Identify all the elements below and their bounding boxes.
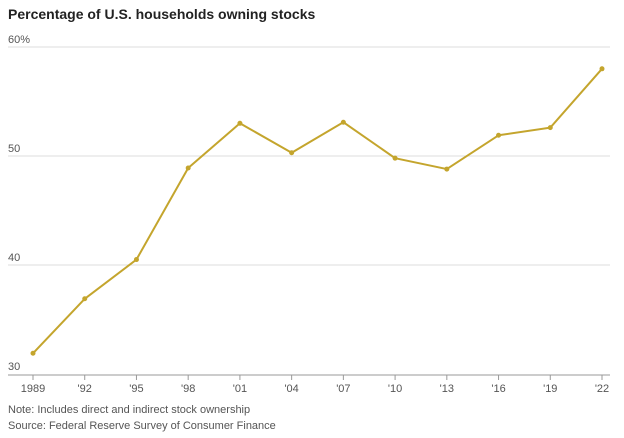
data-point — [237, 120, 243, 126]
chart-title: Percentage of U.S. households owning sto… — [8, 6, 316, 22]
x-tick-label: 1989 — [21, 383, 45, 395]
y-tick-label: 40 — [8, 252, 20, 264]
y-tick-label: 50 — [8, 143, 20, 155]
data-point — [599, 66, 605, 72]
data-point — [30, 350, 36, 356]
x-tick-label: '22 — [595, 383, 609, 395]
y-tick-label: 30 — [8, 361, 20, 373]
data-point — [392, 155, 398, 161]
chart-note: Note: Includes direct and indirect stock… — [8, 404, 251, 416]
data-point — [185, 165, 191, 171]
x-tick-label: '13 — [440, 383, 454, 395]
series-line — [32, 68, 603, 354]
x-tick-label: '16 — [491, 383, 505, 395]
data-point — [496, 132, 502, 138]
data-point — [82, 296, 88, 302]
chart-source: Source: Federal Reserve Survey of Consum… — [8, 420, 276, 432]
data-point — [444, 166, 450, 172]
data-point — [133, 257, 139, 263]
x-tick-label: '95 — [129, 383, 143, 395]
x-tick-label: '04 — [284, 383, 298, 395]
x-tick-label: '01 — [233, 383, 247, 395]
x-tick-label: '19 — [543, 383, 557, 395]
x-tick-label: '10 — [388, 383, 402, 395]
data-point — [340, 119, 346, 125]
y-tick-label: 60% — [8, 34, 30, 46]
x-tick-label: '92 — [78, 383, 92, 395]
data-point — [547, 125, 553, 131]
data-point — [289, 150, 295, 156]
x-tick-label: '98 — [181, 383, 195, 395]
x-tick-label: '07 — [336, 383, 350, 395]
